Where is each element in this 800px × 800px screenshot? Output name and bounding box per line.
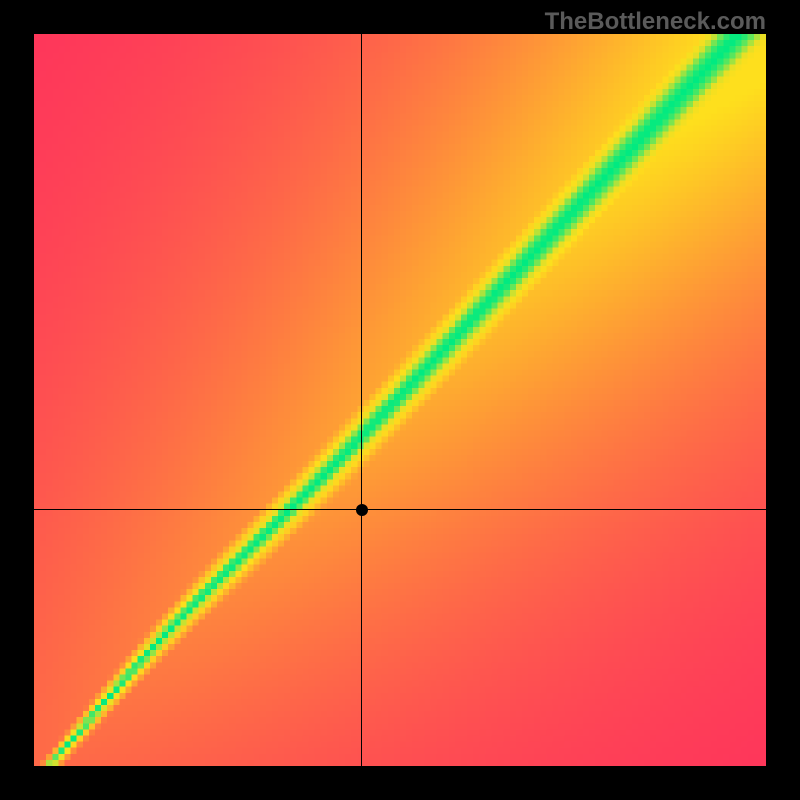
watermark-text: TheBottleneck.com xyxy=(545,8,766,36)
plot-area xyxy=(34,34,766,766)
heatmap-canvas xyxy=(34,34,766,766)
crosshair-vertical xyxy=(361,34,362,766)
crosshair-horizontal xyxy=(34,509,766,510)
chart-container: TheBottleneck.com xyxy=(0,0,800,800)
data-point-marker xyxy=(356,504,368,516)
